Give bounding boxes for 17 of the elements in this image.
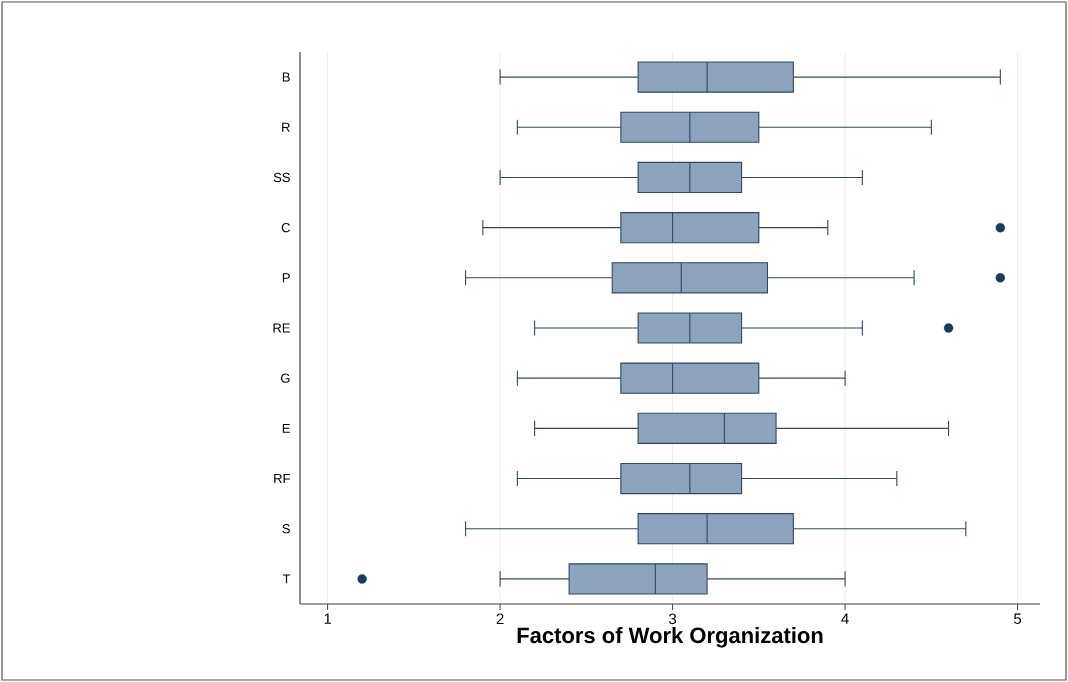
y-tick-label: G	[281, 373, 290, 383]
y-tick-label: RE	[273, 323, 290, 333]
y-tick-label: S	[282, 524, 290, 534]
y-tick-label: E	[282, 423, 290, 433]
y-tick-label: C	[281, 223, 290, 233]
x-tick-label: 1	[324, 613, 332, 624]
y-tick-label: RF	[274, 474, 290, 484]
x-axis-title: Factors of Work Organization	[517, 627, 823, 648]
y-tick-label: SS	[273, 172, 290, 183]
y-tick-label: R	[282, 122, 290, 132]
x-tick-label: 5	[1014, 613, 1022, 624]
x-tick-label: 4	[841, 613, 849, 624]
x-tick-label: 3	[668, 613, 677, 625]
y-tick-label: T	[282, 574, 291, 584]
x-tick-label: 2	[496, 613, 504, 624]
y-tick-label: P	[282, 273, 290, 283]
y-tick-label: B	[282, 72, 290, 82]
